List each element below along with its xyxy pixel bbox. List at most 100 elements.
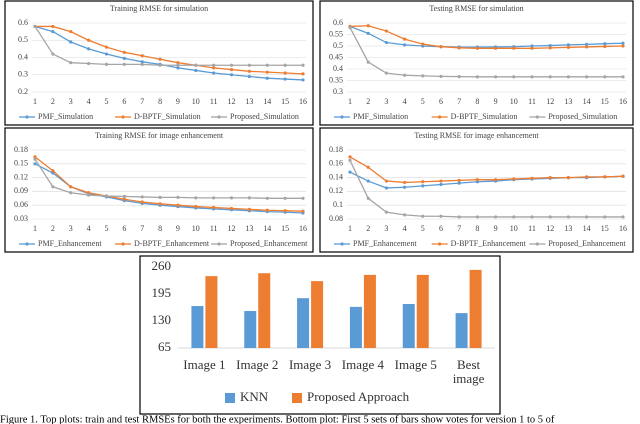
y-tick-label: 0.18 xyxy=(329,145,343,154)
y-tick-label: 0.4 xyxy=(333,64,343,73)
point xyxy=(421,214,425,218)
point xyxy=(457,178,461,182)
point xyxy=(566,215,571,219)
point xyxy=(621,41,625,45)
point xyxy=(247,69,251,73)
x-tick-label: 4 xyxy=(87,224,91,233)
point xyxy=(457,74,461,79)
x-tick-label: 16 xyxy=(619,224,627,233)
x-tick-label: 15 xyxy=(281,224,289,233)
point xyxy=(33,155,37,159)
point xyxy=(530,75,534,79)
point xyxy=(229,196,234,200)
point xyxy=(421,74,425,78)
legend-marker xyxy=(121,115,125,119)
x-tick-label: 11 xyxy=(210,224,218,233)
point xyxy=(140,195,144,199)
legend-label: Proposed_Simulation xyxy=(230,112,299,121)
point xyxy=(283,71,287,75)
x-tick-label-line: image xyxy=(453,371,485,386)
x-tick-label: 1 xyxy=(33,97,37,106)
point xyxy=(621,44,625,48)
point xyxy=(247,196,251,200)
point xyxy=(585,175,589,179)
legend-label: Proposed_Enhancement xyxy=(548,239,626,248)
x-tick-label: 2 xyxy=(366,224,370,233)
x-tick-label: 12 xyxy=(228,97,236,106)
point xyxy=(403,213,407,217)
x-tick-label: Image 2 xyxy=(236,357,278,372)
legend-marker xyxy=(438,115,442,119)
legend-marker xyxy=(340,115,344,119)
x-tick-label: 8 xyxy=(158,97,162,106)
x-tick-label: 10 xyxy=(192,224,200,233)
legend-label: PMF_Simulation xyxy=(353,112,408,121)
legend-marker xyxy=(535,242,539,246)
point xyxy=(348,26,352,30)
point xyxy=(384,186,388,190)
point xyxy=(366,196,370,200)
point xyxy=(140,54,144,58)
bar xyxy=(402,303,415,348)
x-tick-label: 1 xyxy=(348,224,352,233)
y-tick-label: 0.08 xyxy=(329,214,343,223)
point xyxy=(530,44,534,48)
x-tick-label: 10 xyxy=(510,97,518,106)
point xyxy=(104,62,109,66)
x-tick-label: Best image xyxy=(453,357,485,386)
x-tick-label: 6 xyxy=(439,224,443,233)
bar xyxy=(258,273,271,348)
point xyxy=(494,75,498,79)
x-tick-label: 15 xyxy=(601,224,609,233)
point xyxy=(51,185,55,189)
legend-marker xyxy=(121,242,125,246)
point xyxy=(494,46,498,50)
point xyxy=(51,52,55,56)
legend-marker xyxy=(535,115,539,119)
y-tick-label: 130 xyxy=(152,312,172,327)
point xyxy=(603,175,607,179)
point xyxy=(403,73,407,77)
point xyxy=(475,46,479,50)
point xyxy=(51,24,55,29)
legend-swatch xyxy=(225,393,235,403)
bar xyxy=(311,281,324,348)
legend-marker xyxy=(438,242,442,246)
point xyxy=(140,62,144,66)
point xyxy=(621,174,625,178)
y-tick-label: 0.12 xyxy=(14,172,28,181)
point xyxy=(51,30,55,34)
x-tick-label: 3 xyxy=(69,224,73,233)
series-line xyxy=(34,158,303,199)
point xyxy=(176,61,180,65)
x-tick-label: 14 xyxy=(583,224,591,233)
point xyxy=(403,185,407,189)
point xyxy=(384,210,388,214)
x-tick-label: 5 xyxy=(421,97,425,106)
point xyxy=(403,43,407,47)
point xyxy=(439,179,443,183)
point xyxy=(512,46,516,50)
point xyxy=(69,30,73,34)
bar xyxy=(244,311,257,348)
point xyxy=(283,63,287,67)
point xyxy=(194,196,198,200)
panel-border xyxy=(139,255,501,415)
point xyxy=(87,193,91,197)
bar xyxy=(191,306,204,348)
x-tick-label: 14 xyxy=(263,97,271,106)
point xyxy=(384,40,388,45)
point xyxy=(494,215,498,219)
point xyxy=(348,170,352,174)
point xyxy=(158,202,162,206)
point xyxy=(585,42,589,46)
x-tick-label: 14 xyxy=(263,224,271,233)
point xyxy=(229,67,234,72)
point xyxy=(457,46,461,50)
point xyxy=(104,45,109,49)
point xyxy=(301,63,305,67)
point xyxy=(530,215,534,219)
series-line xyxy=(35,25,304,75)
point xyxy=(603,215,607,219)
point xyxy=(301,209,305,213)
